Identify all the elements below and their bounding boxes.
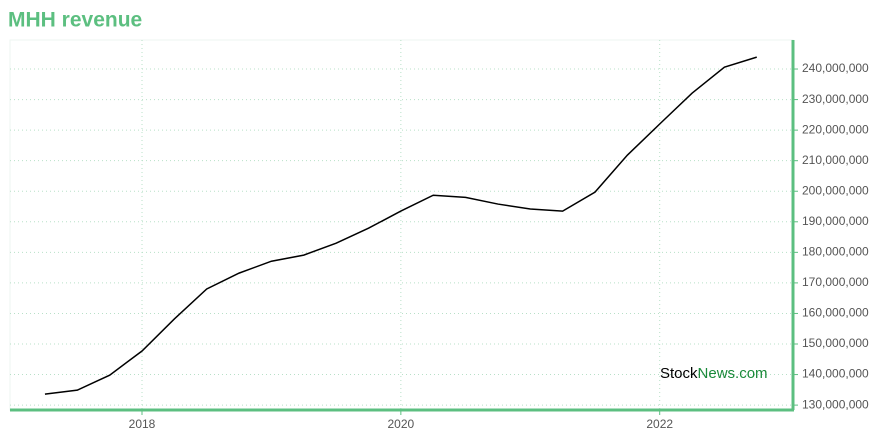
y-tick-label: 210,000,000 <box>802 153 869 167</box>
y-tick-label: 190,000,000 <box>802 214 869 228</box>
x-tick-label: 2022 <box>646 417 673 431</box>
y-tick-label: 220,000,000 <box>802 122 869 136</box>
y-tick-label: 240,000,000 <box>802 61 869 75</box>
data-line <box>44 56 757 395</box>
watermark-news: News.com <box>698 365 768 382</box>
plot-area <box>9 39 794 411</box>
y-tick-label: 170,000,000 <box>802 275 869 289</box>
y-tick-label: 180,000,000 <box>802 245 869 259</box>
y-tick-label: 140,000,000 <box>802 367 869 381</box>
y-tick-label: 200,000,000 <box>802 183 869 197</box>
watermark-stock: Stock <box>660 365 698 382</box>
x-tick-label: 2020 <box>388 417 415 431</box>
y-tick-label: 160,000,000 <box>802 306 869 320</box>
x-tick-label: 2018 <box>129 417 156 431</box>
y-tick-label: 130,000,000 <box>802 397 869 411</box>
y-tick-label: 230,000,000 <box>802 92 869 106</box>
chart-title: MHH revenue <box>8 9 142 32</box>
watermark: StockNews.com <box>660 365 768 382</box>
y-tick-label: 150,000,000 <box>802 336 869 350</box>
